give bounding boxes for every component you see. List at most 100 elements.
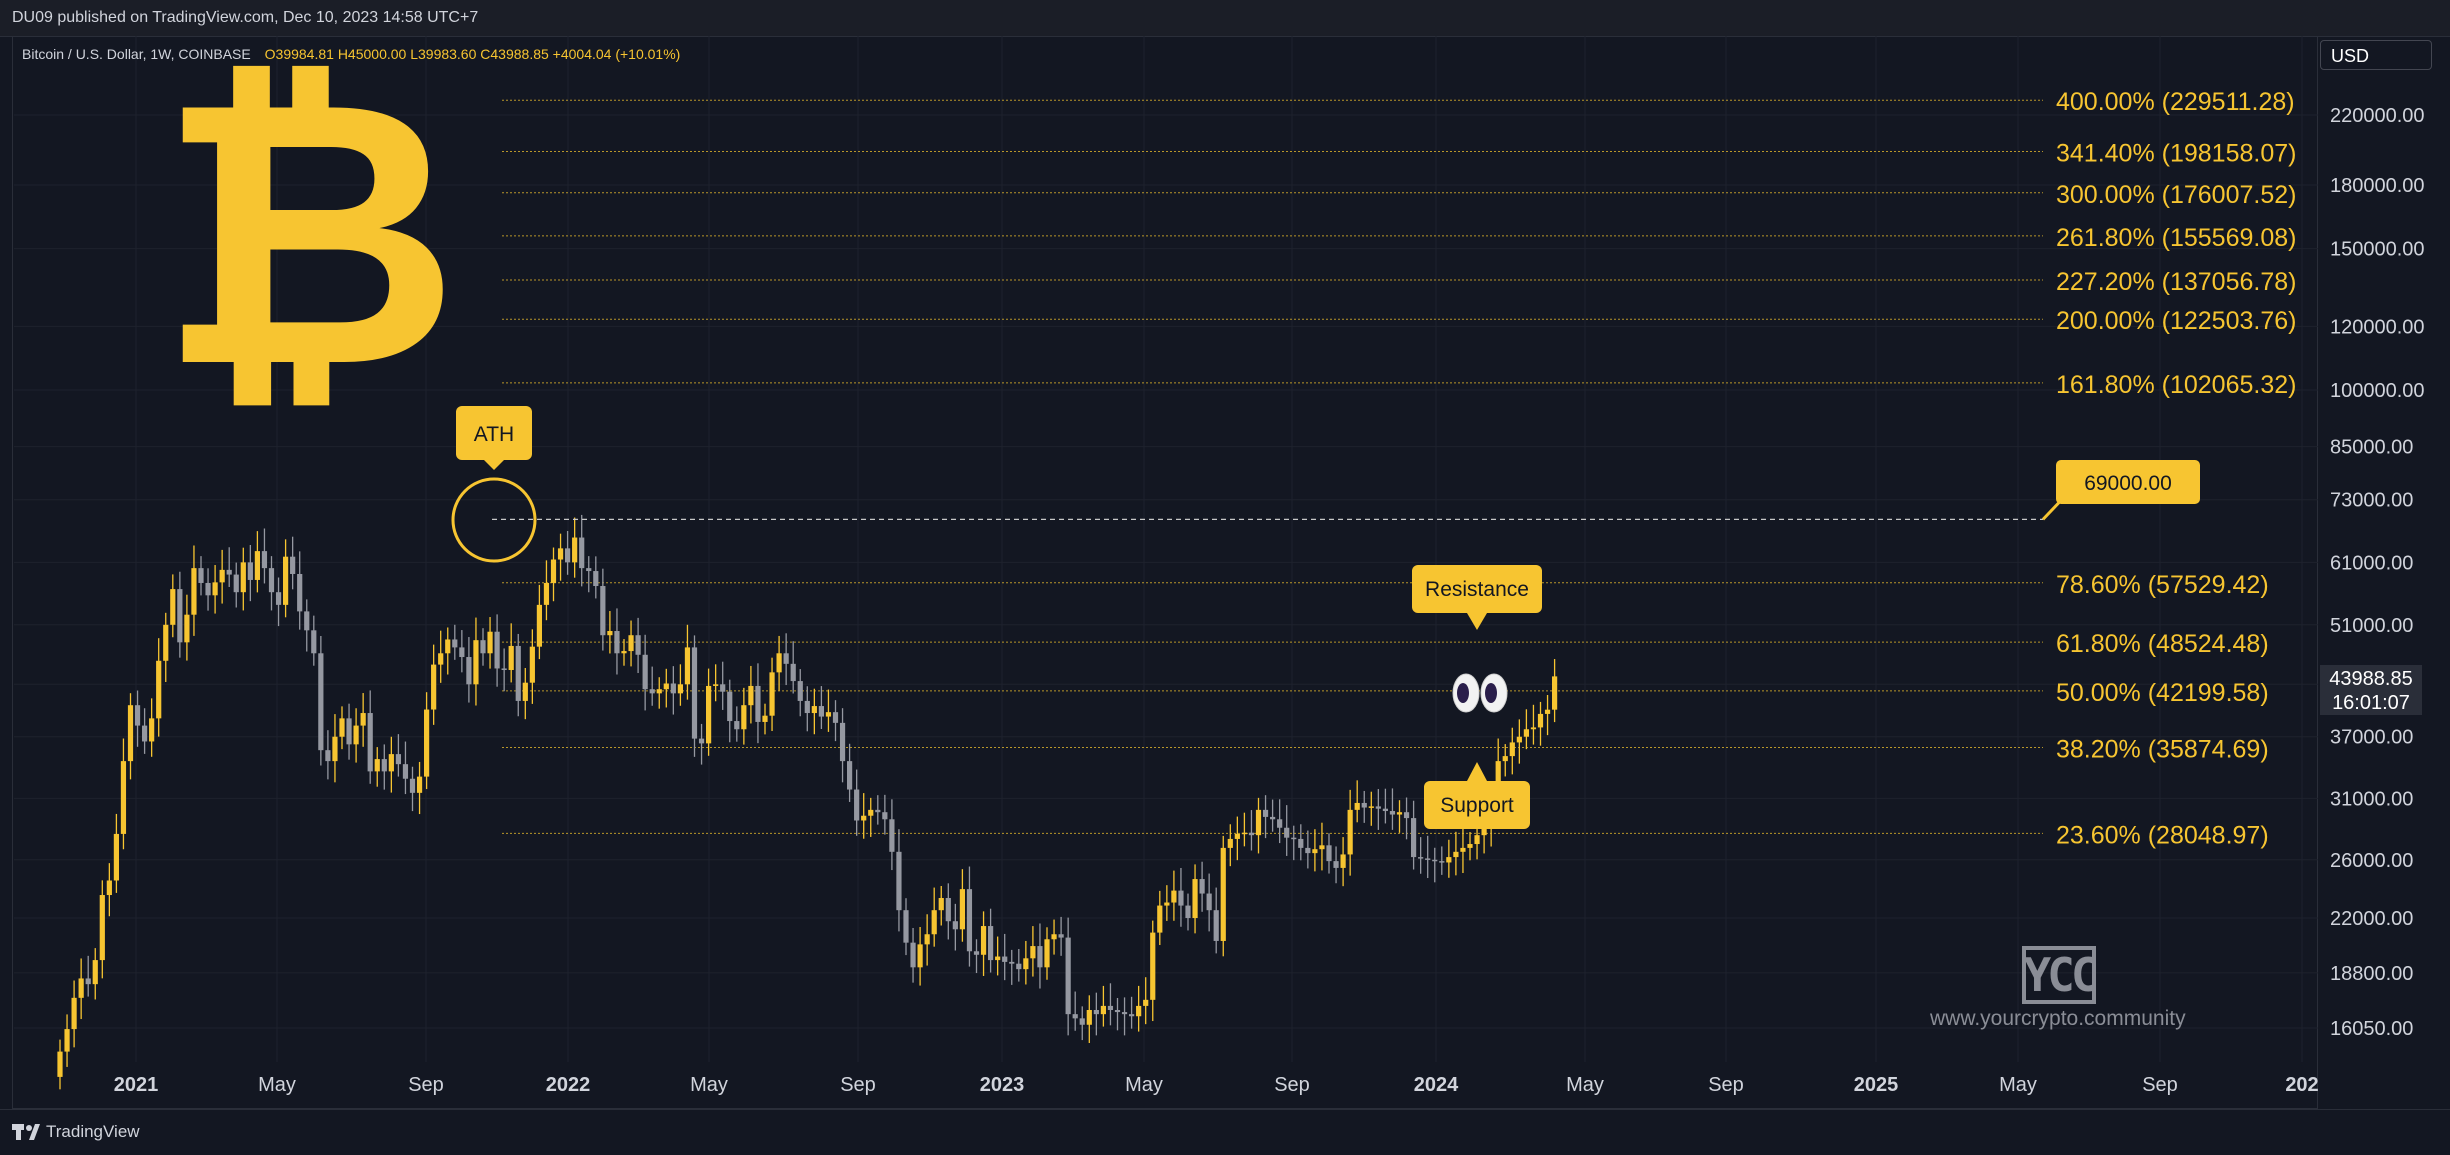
candle-body <box>988 926 994 961</box>
time-tick-10: May <box>1566 1074 1604 1096</box>
candle-body <box>1178 890 1184 906</box>
candle-body <box>1150 932 1156 1000</box>
candle-body <box>473 640 479 685</box>
candle-body <box>783 653 789 664</box>
price-tick-10: 37000.00 <box>2330 727 2413 749</box>
candle-body <box>254 551 260 580</box>
candle-body <box>847 761 853 790</box>
candle-body <box>445 639 451 654</box>
candle-body <box>713 684 719 686</box>
candle-body <box>818 706 824 717</box>
candle-body <box>1523 729 1529 737</box>
candle-body <box>875 809 881 813</box>
candle-body <box>459 647 465 658</box>
candle-body <box>1185 905 1191 919</box>
candle-body <box>945 898 951 922</box>
ath-callout-label: ATH <box>474 423 514 446</box>
price-tick-2: 150000.00 <box>2330 239 2425 261</box>
currency-label[interactable]: USD <box>2320 40 2432 70</box>
price-tick-3: 120000.00 <box>2330 316 2425 338</box>
time-tick-1: May <box>258 1074 296 1096</box>
candle-body <box>720 684 726 692</box>
fib-label-2: 300.00% (176007.52) <box>2056 181 2296 209</box>
candle-body <box>184 614 190 643</box>
currency-selector[interactable]: USD <box>2318 36 2432 76</box>
time-tick-7: May <box>1125 1074 1163 1096</box>
candle-body <box>1298 838 1304 848</box>
support-callout-label: Support <box>1440 794 1514 817</box>
candle-body <box>1439 861 1445 863</box>
candle-body <box>198 568 204 583</box>
candle-body <box>755 685 761 722</box>
candle-body <box>868 809 874 816</box>
candle-body <box>861 815 867 821</box>
candle-body <box>78 978 84 998</box>
candle-body <box>515 645 521 701</box>
candle-body <box>99 895 105 961</box>
candle-body <box>163 624 169 661</box>
candle-body <box>1368 806 1374 808</box>
price-tick-5: 85000.00 <box>2330 437 2413 459</box>
candle-body <box>297 573 303 612</box>
price-tick-1: 180000.00 <box>2330 175 2425 197</box>
time-tick-8: Sep <box>1274 1074 1310 1096</box>
candle-body <box>1418 857 1424 859</box>
tradingview-brand[interactable]: TradingView <box>12 1122 140 1142</box>
candle-body <box>1086 1010 1092 1025</box>
time-tick-4: May <box>690 1074 728 1096</box>
time-tick-3: 2022 <box>546 1074 591 1096</box>
ycc-watermark-logo: YCC <box>2022 946 2099 1004</box>
support-callout-pointer <box>1467 762 1487 781</box>
publish-info: DU09 published on TradingView.com, Dec 1… <box>12 9 479 26</box>
price-tick-12: 26000.00 <box>2330 850 2413 872</box>
price-tick-8: 51000.00 <box>2330 615 2413 637</box>
candle-body <box>1093 1010 1099 1015</box>
candle-body <box>706 685 712 744</box>
candle-body <box>1206 893 1212 911</box>
candle-body <box>1121 1012 1128 1015</box>
candle-body <box>346 718 352 745</box>
candle-body <box>1382 808 1388 812</box>
candle-body <box>290 556 296 574</box>
candle-body <box>480 640 486 654</box>
watermark-url: www.yourcrypto.community <box>1930 1007 2186 1030</box>
candle-body <box>543 582 550 605</box>
fib-label-0: 400.00% (229511.28) <box>2056 88 2295 116</box>
candle-body <box>727 691 733 722</box>
candle-body <box>353 725 359 745</box>
candle-body <box>565 548 571 563</box>
candle-body <box>748 685 754 706</box>
ath-circle <box>451 477 537 563</box>
footer-bar: TradingView <box>0 1109 2450 1155</box>
candle-body <box>1319 845 1325 850</box>
candle-body <box>769 672 775 716</box>
fib-label-11: 23.60% (28048.97) <box>2056 821 2269 849</box>
candle-body <box>431 664 437 710</box>
candle-body <box>691 647 698 739</box>
candle-body <box>466 657 472 685</box>
candle-body <box>1234 833 1240 839</box>
candle-body <box>804 700 810 714</box>
ohlc-values: O39984.81 H45000.00 L39983.60 C43988.85 … <box>264 46 681 62</box>
candle-body <box>663 683 669 690</box>
chart-frame[interactable] <box>12 36 2318 1109</box>
price-tick-6: 73000.00 <box>2330 490 2413 512</box>
candle-body <box>494 631 500 669</box>
fib-label-4: 227.20% (137056.78) <box>2056 268 2296 296</box>
time-tick-11: Sep <box>1708 1074 1744 1096</box>
fibonacci-lines: 400.00% (229511.28) 341.40% (198158.07) 30… <box>502 88 2296 849</box>
candle-body <box>1114 1010 1121 1013</box>
candle-body <box>1333 861 1339 868</box>
candle-body <box>1544 709 1551 714</box>
price-tick-0: 220000.00 <box>2330 105 2425 127</box>
candle-body <box>1509 742 1515 757</box>
resistance-callout-pointer <box>1467 613 1487 630</box>
candle-body <box>92 960 98 985</box>
candle-body <box>882 812 888 820</box>
candle-body <box>304 611 310 631</box>
candle-body <box>1284 827 1290 838</box>
fib-label-7: 78.60% (57529.42) <box>2056 571 2269 599</box>
candle-body <box>1079 1018 1085 1025</box>
time-tick-2: Sep <box>408 1074 444 1096</box>
